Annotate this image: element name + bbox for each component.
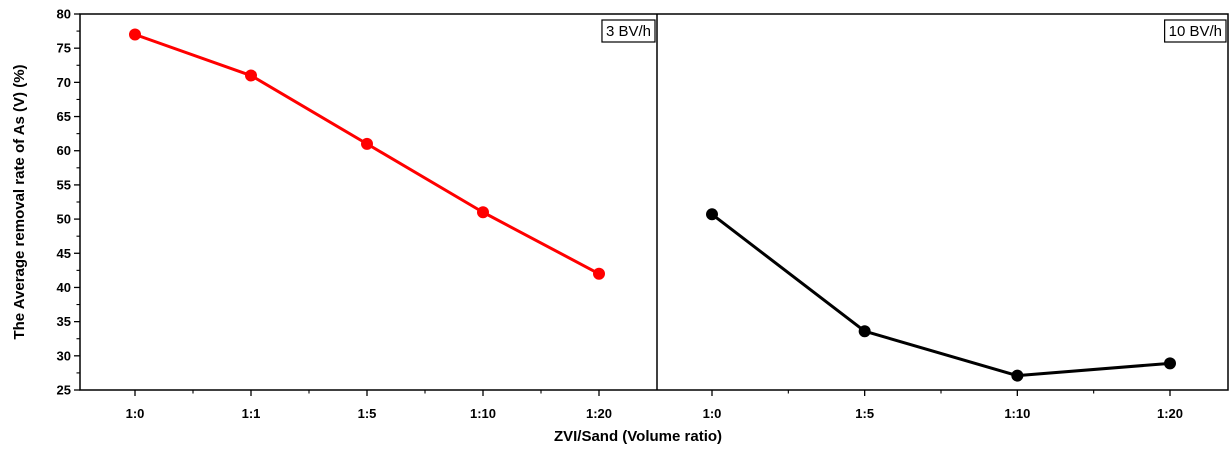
panel-label-box [601, 19, 656, 43]
data-point [706, 208, 718, 221]
series-line [711, 213, 1171, 378]
y-axis-title: The Average removal rate of As (V) (%) [11, 64, 28, 339]
y-tick-label: 45 [57, 246, 71, 261]
series-line [134, 33, 600, 276]
y-tick-label: 55 [57, 177, 71, 192]
panel-label-box [1164, 19, 1227, 43]
panel-label: 10 BV/h [1169, 23, 1222, 40]
panel-2: 1:0 1:5 1:10 1:20 10 BV/h [703, 19, 1227, 421]
panel-1: 1:0 1:1 1:5 1:10 1:20 3 BV/h [126, 19, 656, 421]
x-tick-label: 1:5 [855, 406, 874, 421]
data-point [129, 28, 141, 41]
y-axis: 25 30 35 40 45 50 55 60 65 70 75 80 [57, 7, 80, 398]
chart-panels: 1:0 1:1 1:5 1:10 1:20 3 BV/h 1:0 1:5 1:10 1:20 10 … [126, 19, 1227, 421]
y-tick-label: 70 [57, 75, 71, 90]
x-tick-label: 1:0 [126, 406, 145, 421]
y-tick-label: 30 [57, 348, 71, 363]
data-point [858, 325, 871, 338]
x-tick-label: 1:5 [358, 406, 377, 421]
x-tick-label: 1:20 [586, 406, 612, 421]
data-point [1011, 369, 1024, 382]
x-tick-label: 1:0 [703, 406, 722, 421]
data-point [477, 206, 489, 219]
x-tick-label: 1:10 [470, 406, 496, 421]
x-tick-label: 1:20 [1157, 406, 1183, 421]
y-tick-label: 80 [57, 7, 71, 22]
y-tick-label: 75 [57, 41, 71, 56]
y-tick-label: 50 [57, 212, 71, 227]
data-point [1164, 357, 1176, 370]
x-tick-label: 1:10 [1004, 406, 1030, 421]
y-tick-label: 35 [57, 314, 71, 329]
data-point [593, 267, 605, 280]
data-point [245, 69, 257, 82]
panel-label: 3 BV/h [606, 23, 651, 40]
y-tick-label: 60 [57, 143, 71, 158]
y-tick-label: 25 [57, 383, 71, 398]
x-tick-label: 1:1 [242, 406, 261, 421]
data-point [361, 137, 373, 150]
y-tick-label: 40 [57, 280, 71, 295]
x-axis-title: ZVI/Sand (Volume ratio) [554, 428, 722, 445]
y-tick-label: 65 [57, 109, 71, 124]
